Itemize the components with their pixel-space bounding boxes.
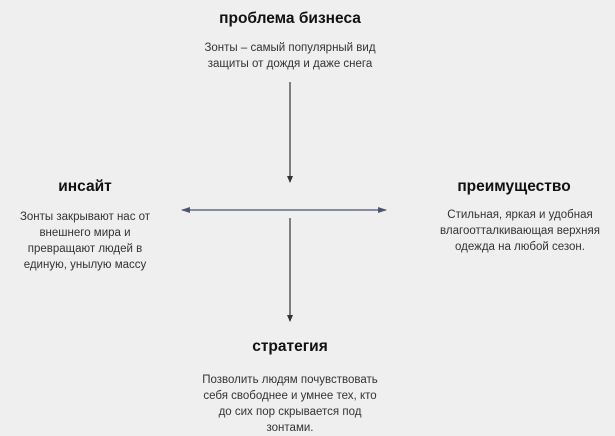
text-line: внешнего мира и (39, 227, 131, 239)
text-line: защиты от дождя и даже снега (207, 58, 373, 70)
business-problem-block: проблема бизнеса Зонты – самый популярны… (140, 10, 440, 72)
advantage-text: Стильная, яркая и удобная влагоотталкива… (420, 207, 615, 255)
text-line: одежда на любой сезон. (455, 241, 585, 253)
text-line: зонтами. (266, 422, 314, 434)
text-line: Зонты закрывают нас от (19, 211, 151, 223)
insight-text: Зонты закрывают нас от внешнего мира и п… (0, 209, 170, 273)
text-line: себя свободнее и умнее тех, кто (203, 390, 377, 402)
insight-block: инсайт Зонты закрывают нас от внешнего м… (0, 178, 170, 273)
text-line: единую, унылую массу (23, 259, 147, 271)
business-problem-title: проблема бизнеса (219, 10, 361, 27)
text-line: до сих пор скрывается под (218, 406, 362, 418)
text-line: Позволить людям почувствовать (202, 374, 378, 386)
text-line: Зонты – самый популярный вид (204, 42, 376, 54)
strategy-title: стратегия (252, 338, 328, 355)
strategy-block: стратегия Позволить людям почувствовать … (140, 338, 440, 436)
advantage-title: преимущество (457, 178, 571, 195)
text-line: Стильная, яркая и удобная (447, 209, 593, 221)
business-problem-text: Зонты – самый популярный вид защиты от д… (140, 40, 440, 72)
text-line: влагоотталкивающая верхняя (440, 225, 600, 237)
advantage-block: преимущество Стильная, яркая и удобная в… (420, 178, 615, 255)
text-line: превращают людей в (27, 243, 143, 255)
strategy-text: Позволить людям почувствовать себя свобо… (140, 372, 440, 436)
insight-title: инсайт (58, 178, 112, 195)
